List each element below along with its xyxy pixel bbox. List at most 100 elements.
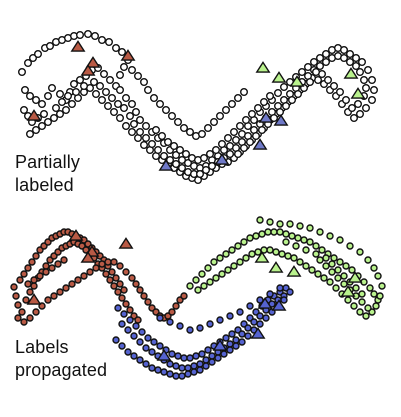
bottom-circle-3-70 — [306, 224, 314, 232]
bottom-circle-3-58 — [230, 262, 238, 270]
bottom-circle-2-75 — [208, 358, 216, 366]
bottom-circle-1-80 — [128, 274, 136, 282]
bottom-circle-3-83 — [328, 268, 336, 276]
top-circle-1-124 — [121, 121, 130, 130]
bottom-circle-3-26 — [336, 258, 344, 266]
bottom-circle-2-44 — [202, 356, 210, 364]
bottom-circle-3-1 — [186, 282, 194, 290]
top-triangle-4-5 — [350, 87, 366, 99]
top-triangle-4-2 — [271, 71, 287, 83]
bottom-circle-3-36 — [362, 312, 370, 320]
bottom-circle-3-78 — [374, 272, 382, 280]
top-circle-1-42 — [135, 115, 144, 124]
top-circle-1-23 — [32, 95, 41, 104]
top-triangle-3-5 — [158, 159, 174, 171]
bottom-circle-2-35 — [148, 348, 156, 356]
top-circle-1-147 — [58, 97, 67, 106]
top-circle-1-231 — [185, 127, 194, 136]
bottom-triangle-4-5 — [26, 293, 42, 305]
top-triangle-2-4 — [120, 49, 136, 61]
bottom-circle-1-5 — [22, 296, 30, 304]
bottom-circle-1-27 — [110, 282, 118, 290]
top-circle-1-136 — [50, 113, 59, 122]
top-circle-1-82 — [370, 85, 379, 94]
top-circle-1-170 — [201, 165, 210, 174]
bottom-circle-2-39 — [172, 362, 180, 370]
top-circle-1-257 — [247, 109, 256, 118]
top-circle-1-1 — [18, 67, 27, 76]
bottom-circle-2-52 — [250, 318, 258, 326]
bottom-circle-2-13 — [186, 354, 194, 362]
top-circle-1-48 — [171, 150, 180, 159]
top-circle-1-15 — [104, 38, 113, 47]
bottom-circle-2-40 — [178, 364, 186, 372]
top-circle-1-163 — [159, 151, 168, 160]
bottom-circle-3-62 — [206, 278, 214, 286]
bottom-circle-2-51 — [244, 324, 252, 332]
bottom-circle-2-94 — [216, 316, 224, 324]
bottom-circle-1-97 — [42, 268, 50, 276]
top-circle-1-211 — [288, 95, 297, 104]
bottom-circle-1-67 — [50, 292, 58, 300]
bottom-circle-3-48 — [290, 254, 298, 262]
top-circle-1-213 — [276, 107, 285, 116]
bottom-circle-2-74 — [202, 362, 210, 370]
top-circle-1-86 — [350, 113, 359, 122]
bottom-circle-1-57 — [108, 268, 116, 276]
bottom-triangle-5-5 — [156, 349, 172, 361]
top-circle-1-161 — [147, 139, 156, 148]
bottom-circle-1-79 — [122, 268, 130, 276]
bottom-circle-3-57 — [236, 258, 244, 266]
bottom-circle-2-59 — [112, 336, 120, 344]
top-triangle-4-4 — [343, 67, 359, 79]
top-circle-1-201 — [348, 103, 357, 112]
top-circle-1-84 — [362, 103, 371, 112]
top-circle-1-256 — [241, 115, 250, 124]
top-circle-1-41 — [131, 107, 140, 116]
top-circle-1-216 — [258, 125, 267, 134]
top-circle-1-160 — [141, 133, 150, 142]
bottom-circle-1-33 — [134, 316, 142, 324]
bottom-circle-3-51 — [272, 248, 280, 256]
bottom-circle-1-71 — [74, 276, 82, 284]
bottom-circle-1-25 — [102, 270, 110, 278]
bottom-circle-1-6 — [26, 288, 34, 296]
bottom-circle-3-75 — [356, 248, 364, 256]
bottom-circle-3-97 — [312, 250, 320, 258]
top-circle-1-243 — [163, 137, 172, 146]
top-circle-1-162 — [153, 145, 162, 154]
top-circle-1-80 — [364, 65, 373, 74]
top-circle-1-36 — [105, 75, 114, 84]
bottom-circle-2-67 — [160, 368, 168, 376]
top-circle-1-11 — [75, 31, 84, 40]
top-triangle-2-2 — [85, 56, 101, 68]
top-circle-1-154 — [107, 93, 116, 102]
bottom-circle-3-5 — [210, 258, 218, 266]
bottom-circle-2-76 — [214, 354, 222, 362]
top-circle-1-203 — [336, 87, 345, 96]
top-circle-1-3 — [29, 54, 38, 63]
top-circle-1-129 — [91, 89, 100, 98]
top-circle-1-239 — [233, 93, 242, 102]
bottom-circle-3-23 — [318, 246, 326, 254]
bottom-circle-2-81 — [244, 332, 252, 340]
top-circle-1-123 — [127, 127, 136, 136]
top-circle-1-12 — [83, 30, 92, 39]
top-circle-1-40 — [127, 99, 136, 108]
bottom-circle-2-64 — [142, 360, 150, 368]
bottom-circle-3-20 — [300, 236, 308, 244]
bottom-circle-3-46 — [302, 262, 310, 270]
top-circle-1-258 — [253, 103, 262, 112]
top-circle-1-76 — [340, 46, 349, 55]
bottom-circle-3-25 — [330, 254, 338, 262]
top-circle-1-21 — [21, 85, 30, 94]
bottom-circle-3-80 — [376, 292, 384, 300]
bottom-circle-3-44 — [314, 270, 322, 278]
bottom-circle-3-38 — [350, 302, 358, 310]
top-circle-1-237 — [221, 105, 230, 114]
top-triangle-4-3 — [289, 75, 305, 87]
top-circle-1-149 — [71, 87, 80, 96]
top-triangle-4-1 — [255, 61, 271, 73]
top-circle-1-27 — [56, 89, 65, 98]
top-circle-1-135 — [56, 109, 65, 118]
